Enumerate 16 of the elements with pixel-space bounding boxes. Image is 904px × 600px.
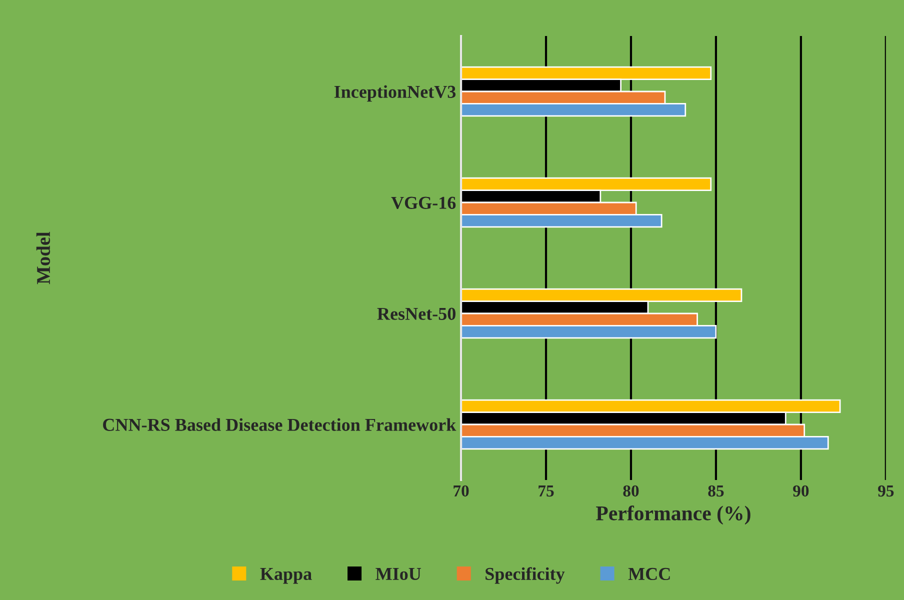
x-tick-label: 90 (793, 485, 809, 497)
legend-label: Specificity (486, 567, 565, 584)
y-tick-label: VGG-16 (391, 196, 456, 210)
legend-label: Kappa (260, 568, 312, 584)
legend-label: MIoU (376, 568, 421, 580)
x-tick-label: 80 (623, 485, 639, 497)
x-axis-title: Performance (%) (596, 506, 750, 525)
y-tick-label: InceptionNetV3 (334, 85, 456, 102)
x-tick-label: 85 (708, 485, 724, 497)
y-axis-title: Model (36, 232, 50, 284)
x-tick-label: 95 (878, 485, 894, 497)
y-tick-label: ResNet-50 (377, 308, 456, 320)
y-tick-label: CNN-RS Based Disease Detection Framework (103, 418, 456, 431)
x-tick-label: 75 (538, 486, 554, 497)
legend-label: MCC (628, 568, 670, 580)
x-tick-label: 70 (454, 485, 469, 497)
